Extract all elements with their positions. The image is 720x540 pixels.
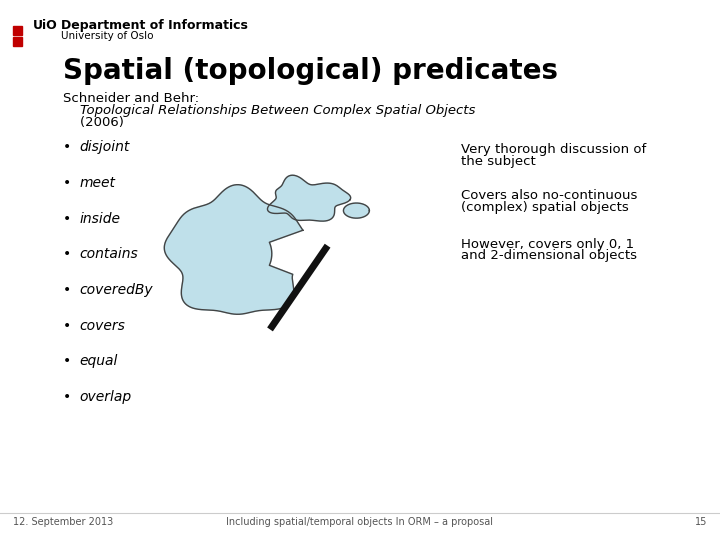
- Text: Including spatial/temporal objects In ORM – a proposal: Including spatial/temporal objects In OR…: [227, 517, 493, 528]
- Text: covers: covers: [79, 319, 125, 333]
- Polygon shape: [267, 175, 351, 221]
- Text: and 2-dimensional objects: and 2-dimensional objects: [461, 249, 636, 262]
- Polygon shape: [343, 203, 369, 218]
- Polygon shape: [164, 185, 303, 314]
- Text: •: •: [63, 283, 71, 297]
- Text: (2006): (2006): [63, 116, 125, 129]
- Text: inside: inside: [79, 212, 120, 226]
- Text: disjoint: disjoint: [79, 140, 130, 154]
- Text: •: •: [63, 390, 71, 404]
- Text: •: •: [63, 140, 71, 154]
- Text: the subject: the subject: [461, 155, 536, 168]
- Text: 12. September 2013: 12. September 2013: [13, 517, 113, 528]
- Text: coveredBy: coveredBy: [79, 283, 153, 297]
- Text: Department of Informatics: Department of Informatics: [61, 19, 248, 32]
- Text: University of Oslo: University of Oslo: [61, 31, 153, 41]
- Text: However, covers only 0, 1: However, covers only 0, 1: [461, 238, 634, 251]
- Text: meet: meet: [79, 176, 115, 190]
- Text: Topological Relationships Between Complex Spatial Objects: Topological Relationships Between Comple…: [63, 104, 476, 117]
- Text: contains: contains: [79, 247, 138, 261]
- Text: •: •: [63, 354, 71, 368]
- Text: •: •: [63, 212, 71, 226]
- Text: UiO: UiO: [32, 19, 57, 32]
- Text: overlap: overlap: [79, 390, 131, 404]
- Bar: [13, 37, 22, 46]
- Text: •: •: [63, 319, 71, 333]
- Text: Schneider and Behr:: Schneider and Behr:: [63, 92, 199, 105]
- Text: Covers also no-continuous: Covers also no-continuous: [461, 189, 637, 202]
- Bar: [13, 26, 22, 35]
- Text: Very thorough discussion of: Very thorough discussion of: [461, 143, 646, 156]
- Text: •: •: [63, 176, 71, 190]
- Text: Spatial (topological) predicates: Spatial (topological) predicates: [63, 57, 559, 85]
- Text: •: •: [63, 247, 71, 261]
- Text: 15: 15: [695, 517, 707, 528]
- Text: equal: equal: [79, 354, 117, 368]
- Text: (complex) spatial objects: (complex) spatial objects: [461, 201, 629, 214]
